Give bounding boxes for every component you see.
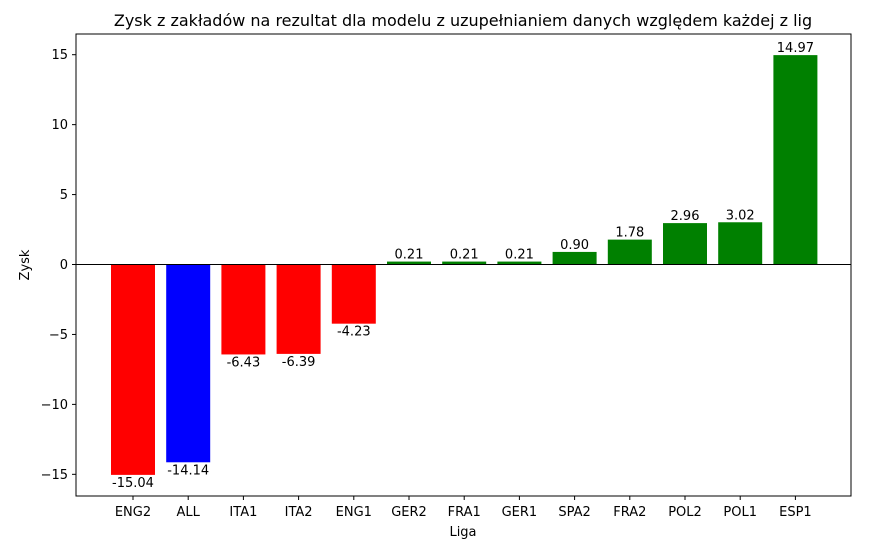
data-label-pol1: 3.02 — [726, 208, 755, 223]
y-axis-label: Zysk — [18, 249, 33, 280]
data-label-eng2: -15.04 — [112, 476, 154, 491]
data-label-pol2: 2.96 — [671, 209, 700, 224]
y-tick-label: 5 — [60, 188, 68, 203]
data-label-esp1: 14.97 — [777, 41, 814, 56]
x-tick-label-spa2: SPA2 — [558, 505, 590, 520]
y-tick-label: 15 — [51, 48, 68, 63]
y-tick-label: 10 — [51, 118, 68, 133]
bar-eng2 — [111, 264, 155, 475]
bar-ita2 — [276, 264, 321, 354]
data-labels: -15.04 -14.14 -6.43 -6.39 -4.23 0.21 0.21 0.21 0… — [112, 41, 814, 491]
bar-ger2 — [387, 261, 431, 265]
bar-pol1 — [718, 222, 763, 265]
x-tick-label-pol2: POL2 — [668, 505, 702, 520]
bar-fra1 — [442, 261, 487, 265]
x-tick-label-eng1: ENG1 — [336, 505, 372, 520]
data-label-fra2: 1.78 — [615, 226, 644, 241]
data-label-ger2: 0.21 — [395, 248, 424, 263]
y-axis: −15 −10 −5 0 5 10 15 — [41, 48, 76, 483]
bar-ger1 — [497, 261, 542, 265]
bar-fra2 — [607, 239, 652, 265]
x-axis-label: Liga — [449, 525, 476, 540]
data-label-eng1: -4.23 — [337, 325, 371, 340]
data-label-spa2: 0.90 — [560, 238, 589, 253]
bar-pol2 — [663, 223, 707, 265]
bar-eng1 — [331, 264, 376, 324]
y-tick-label: −10 — [41, 398, 68, 413]
bar-esp1 — [773, 55, 818, 265]
chart-title: Zysk z zakładów na rezultat dla modelu z… — [114, 11, 812, 30]
x-tick-label-all: ALL — [177, 505, 201, 520]
y-tick-label: 0 — [60, 258, 68, 273]
x-tick-label-eng2: ENG2 — [115, 505, 151, 520]
data-label-fra1: 0.21 — [450, 248, 479, 263]
x-tick-label-esp1: ESP1 — [779, 505, 812, 520]
x-tick-label-fra1: FRA1 — [448, 505, 481, 520]
data-label-ita1: -6.43 — [227, 355, 261, 370]
x-tick-label-ger2: GER2 — [391, 505, 427, 520]
bar-all — [166, 264, 211, 463]
bar-spa2 — [552, 251, 597, 265]
data-label-ger1: 0.21 — [505, 248, 534, 263]
y-tick-label: −15 — [41, 468, 68, 483]
x-tick-label-ger1: GER1 — [502, 505, 538, 520]
bar-ita1 — [221, 264, 266, 355]
x-tick-label-fra2: FRA2 — [613, 505, 646, 520]
bars — [111, 55, 818, 475]
x-tick-label-pol1: POL1 — [723, 505, 757, 520]
data-label-ita2: -6.39 — [282, 355, 316, 370]
y-tick-label: −5 — [49, 328, 68, 343]
data-label-all: -14.14 — [167, 463, 209, 478]
x-axis: ENG2 ALL ITA1 ITA2 ENG1 GER2 FRA1 GER1 SPA2 FRA2 P… — [115, 496, 812, 520]
x-tick-label-ita1: ITA1 — [229, 505, 257, 520]
x-tick-label-ita2: ITA2 — [285, 505, 313, 520]
